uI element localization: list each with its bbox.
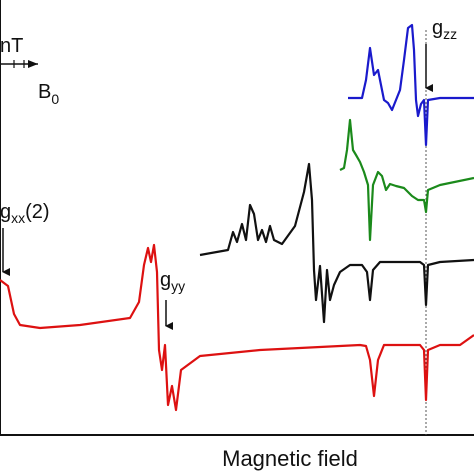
gyy-label: gyy	[160, 269, 185, 294]
b0-label: B0	[38, 81, 59, 107]
symbol: g	[432, 17, 443, 39]
scale-unit: nT	[0, 35, 23, 57]
subscript: xx	[11, 210, 25, 226]
gxx-label: gxx(2)	[0, 201, 50, 226]
spectrum-black	[199, 162, 474, 324]
subscript: zz	[443, 26, 457, 42]
symbol: g	[160, 269, 171, 291]
x-axis-label: Magnetic field	[222, 446, 358, 471]
subscript: 0	[51, 91, 59, 107]
subscript: yy	[171, 278, 185, 294]
suffix: (2)	[25, 201, 49, 223]
gzz-label: gzz	[432, 17, 457, 42]
spectrum-blue	[348, 23, 474, 147]
symbol: g	[0, 201, 11, 223]
spectrum-green	[339, 118, 474, 242]
symbol: B	[38, 81, 51, 103]
spectrum-red	[0, 243, 474, 412]
